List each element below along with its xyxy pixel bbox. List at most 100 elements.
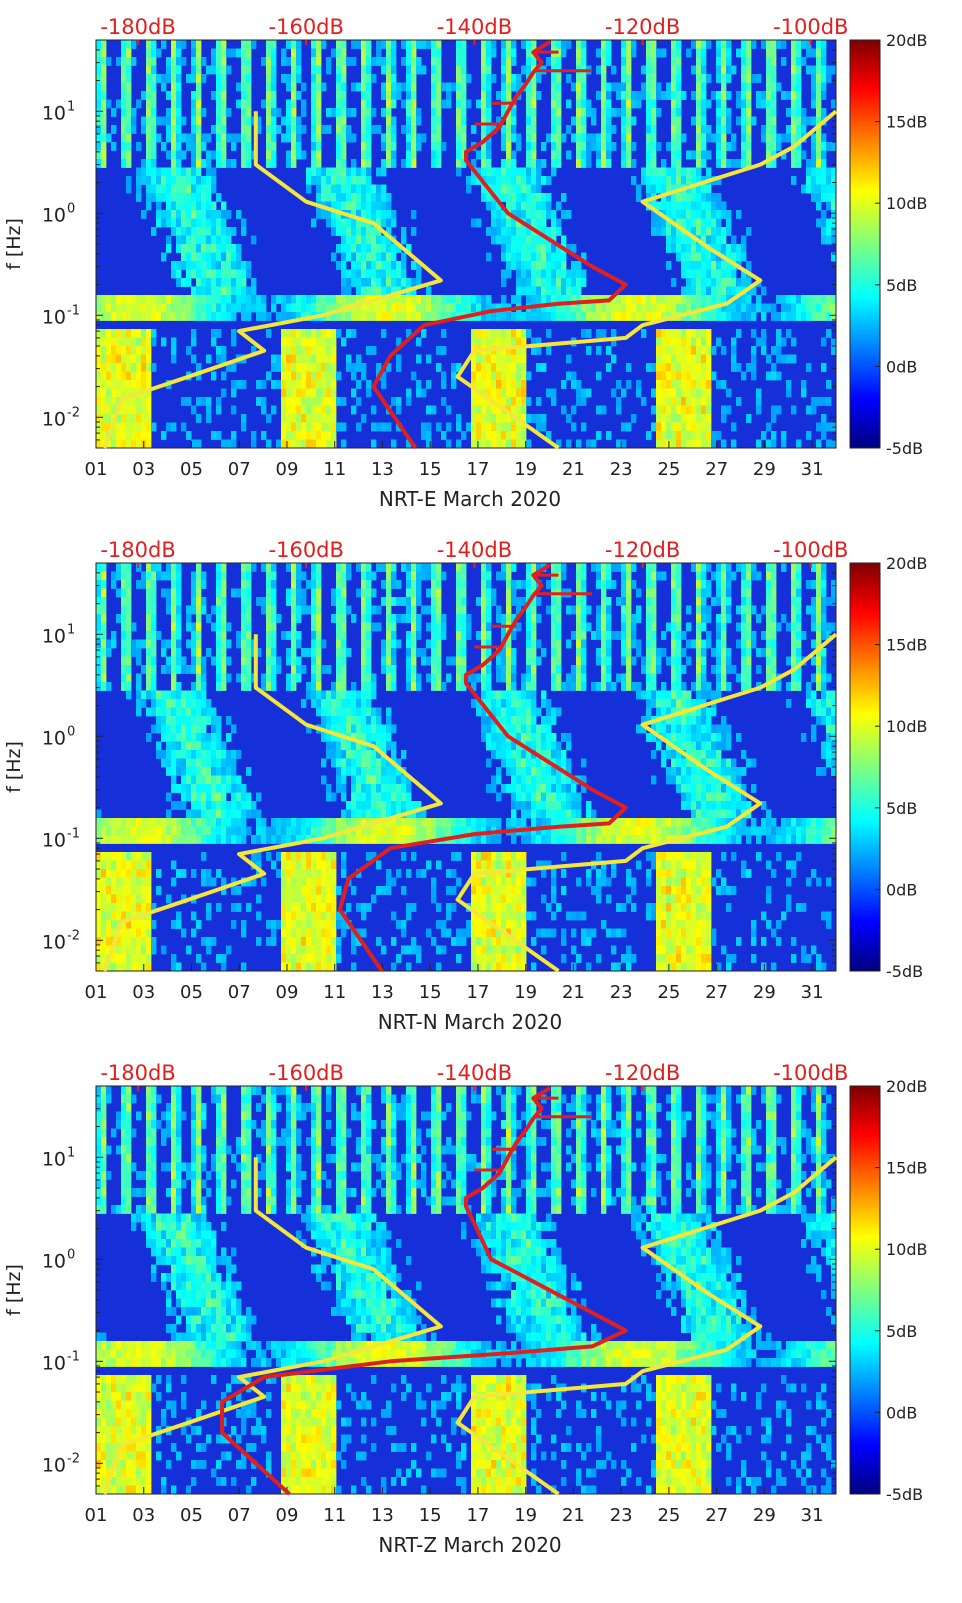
heatmap-cell [271, 614, 276, 623]
heatmap-cell [641, 83, 646, 92]
heatmap-cell [151, 648, 156, 657]
heatmap-cell [386, 91, 391, 100]
heatmap-cell [706, 236, 711, 245]
heatmap-cell [716, 312, 721, 321]
heatmap-cell [331, 346, 336, 355]
heatmap-cell [181, 261, 186, 270]
heatmap-cell [731, 253, 736, 262]
heatmap-cell [671, 49, 676, 58]
heatmap-cell [666, 363, 671, 372]
heatmap-cell [416, 57, 421, 66]
heatmap-cell [211, 49, 216, 58]
heatmap-cell [391, 270, 396, 279]
heatmap-cell [141, 861, 146, 870]
heatmap-cell [101, 920, 106, 929]
heatmap-cell [146, 83, 151, 92]
heatmap-cell [681, 372, 686, 381]
heatmap-cell [246, 657, 251, 666]
heatmap-cell [96, 614, 101, 623]
heatmap-cell [526, 414, 531, 423]
heatmap-cell [211, 329, 216, 338]
heatmap-cell [301, 406, 306, 415]
heatmap-cell [146, 66, 151, 75]
heatmap-cell [131, 295, 136, 304]
heatmap-cell [646, 151, 651, 160]
heatmap-cell [731, 66, 736, 75]
heatmap-cell [661, 227, 666, 236]
heatmap-cell [311, 66, 316, 75]
heatmap-cell [566, 440, 571, 449]
heatmap-cell [201, 784, 206, 793]
heatmap-cell [201, 665, 206, 674]
heatmap-cell [456, 49, 461, 58]
heatmap-cell [126, 134, 131, 143]
heatmap-cell [96, 57, 101, 66]
heatmap-cell [331, 750, 336, 759]
heatmap-cell [271, 563, 276, 572]
heatmap-cell [126, 57, 131, 66]
heatmap-cell [626, 312, 631, 321]
heatmap-cell [486, 66, 491, 75]
heatmap-cell [96, 589, 101, 598]
heatmap-cell [226, 287, 231, 296]
heatmap-cell [376, 261, 381, 270]
heatmap-cell [301, 929, 306, 938]
heatmap-cell [296, 937, 301, 946]
heatmap-cell [481, 414, 486, 423]
heatmap-cell [676, 117, 681, 126]
heatmap-cell [261, 57, 266, 66]
heatmap-cell [526, 117, 531, 126]
heatmap-cell [321, 929, 326, 938]
heatmap-cell [136, 903, 141, 912]
heatmap-cell [601, 74, 606, 83]
heatmap-cell [761, 431, 766, 440]
heatmap-cell [341, 597, 346, 606]
heatmap-cell [291, 963, 296, 972]
heatmap-cell [266, 674, 271, 683]
heatmap-cell [311, 168, 316, 177]
heatmap-cell [521, 380, 526, 389]
heatmap-cell [361, 74, 366, 83]
heatmap-cell [151, 338, 156, 347]
heatmap-cell [391, 100, 396, 109]
heatmap-cell [191, 185, 196, 194]
heatmap-cell [151, 193, 156, 202]
heatmap-cell [116, 869, 121, 878]
heatmap-cell [596, 49, 601, 58]
heatmap-cell [151, 937, 156, 946]
heatmap-cell [166, 57, 171, 66]
heatmap-cell [336, 168, 341, 177]
heatmap-cell [631, 40, 636, 49]
heatmap-cell [296, 406, 301, 415]
heatmap-cell [241, 261, 246, 270]
heatmap-cell [561, 40, 566, 49]
heatmap-cell [441, 431, 446, 440]
heatmap-cell [436, 66, 441, 75]
heatmap-cell [726, 57, 731, 66]
heatmap-cell [101, 589, 106, 598]
heatmap-cell [146, 648, 151, 657]
heatmap-cell [146, 355, 151, 364]
heatmap-cell [386, 100, 391, 109]
heatmap-cell [151, 580, 156, 589]
heatmap-cell [246, 589, 251, 598]
heatmap-cell [186, 946, 191, 955]
heatmap-cell [471, 414, 476, 423]
heatmap-cell [296, 142, 301, 151]
heatmap-cell [156, 304, 161, 313]
heatmap-cell [476, 406, 481, 415]
heatmap-cell [146, 304, 151, 313]
heatmap-cell [176, 159, 181, 168]
heatmap-cell [536, 74, 541, 83]
heatmap-cell [746, 57, 751, 66]
heatmap-cell [206, 227, 211, 236]
heatmap-cell [311, 895, 316, 904]
heatmap-cell [241, 784, 246, 793]
heatmap-cell [771, 304, 776, 313]
heatmap-cell [246, 125, 251, 134]
heatmap-cell [506, 312, 511, 321]
heatmap-cell [516, 380, 521, 389]
heatmap-cell [816, 185, 821, 194]
heatmap-cell [756, 295, 761, 304]
heatmap-cell [331, 963, 336, 972]
